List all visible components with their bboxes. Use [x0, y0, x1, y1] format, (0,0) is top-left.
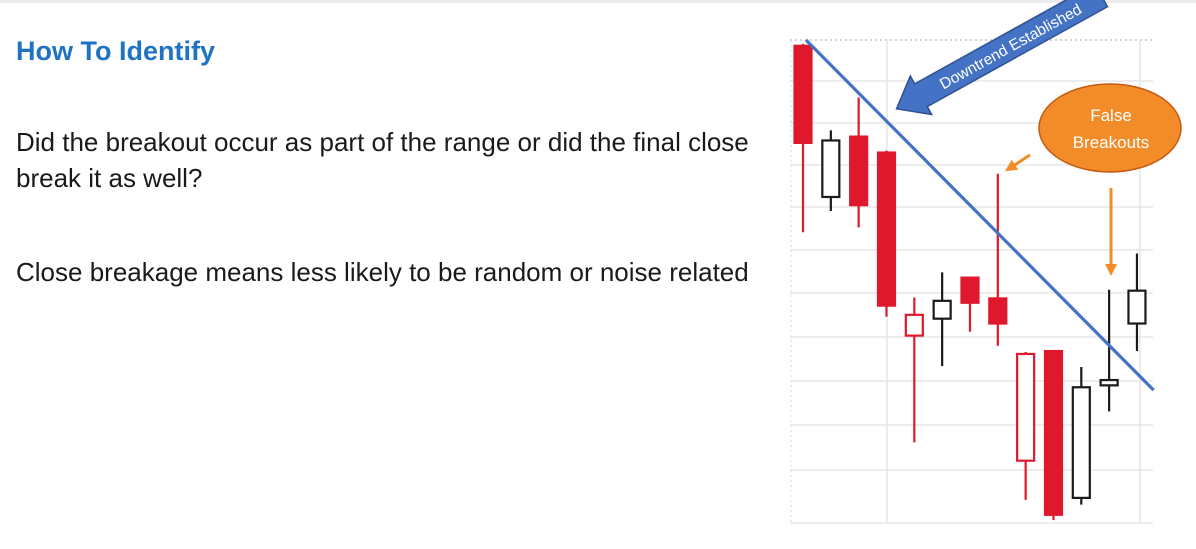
candle-body: [1071, 386, 1091, 499]
candle-body: [876, 151, 897, 307]
candle-body: [988, 297, 1008, 325]
candle-body: [821, 139, 841, 199]
false-breakouts-callout: False Breakouts: [1004, 83, 1182, 276]
candle-body: [849, 135, 869, 207]
downtrend-line: [804, 38, 1155, 392]
candle-body: [1043, 349, 1064, 516]
candle-body: [904, 313, 924, 337]
candle-body: [1127, 289, 1147, 325]
candles: [793, 43, 1147, 521]
trendline-layer: [804, 38, 1155, 392]
downtrend-label: Downtrend Established: [937, 1, 1085, 93]
candle-body: [1016, 352, 1036, 462]
callout-line-1: False: [1090, 106, 1132, 125]
callout-bubble: [1038, 83, 1182, 173]
bullet-1: Did the breakout occur as part of the ra…: [16, 127, 749, 193]
bullet-2: Close breakage means less likely to be r…: [16, 257, 749, 287]
candle-body: [932, 299, 952, 320]
candle-body: [1099, 378, 1119, 387]
callout-pointer-1: [1004, 153, 1031, 172]
candle-body: [960, 276, 980, 304]
slide-top-rule: [0, 0, 1196, 3]
slide-title: How To Identify: [16, 36, 215, 66]
candle-body: [793, 44, 813, 144]
callout-line-2: Breakouts: [1073, 133, 1150, 152]
